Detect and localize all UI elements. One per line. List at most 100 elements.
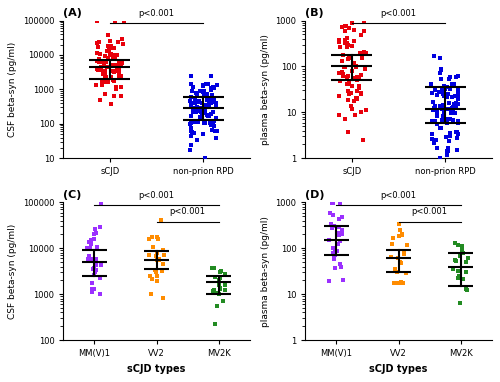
Point bbox=[189, 84, 197, 90]
Point bbox=[340, 64, 348, 70]
Point bbox=[110, 45, 118, 51]
Point bbox=[86, 241, 94, 247]
Point bbox=[86, 237, 94, 243]
Point bbox=[454, 118, 462, 125]
Point bbox=[438, 106, 446, 112]
Point bbox=[334, 241, 342, 247]
Point bbox=[190, 100, 198, 106]
Point bbox=[205, 103, 213, 109]
Point bbox=[108, 77, 116, 83]
Point bbox=[98, 82, 106, 88]
Point bbox=[325, 278, 333, 284]
Point bbox=[152, 269, 160, 275]
Point bbox=[107, 101, 115, 107]
Point bbox=[336, 238, 344, 244]
Text: (A): (A) bbox=[64, 8, 82, 18]
Point bbox=[444, 115, 452, 121]
Point bbox=[431, 87, 439, 93]
Point bbox=[108, 68, 116, 74]
Point bbox=[462, 286, 470, 293]
Point bbox=[443, 94, 451, 100]
Point bbox=[159, 261, 167, 267]
Point bbox=[331, 265, 339, 271]
Point bbox=[458, 243, 466, 249]
Point bbox=[444, 152, 452, 159]
Point bbox=[89, 256, 97, 262]
Point bbox=[442, 120, 450, 126]
Point bbox=[440, 113, 448, 119]
Point bbox=[439, 113, 447, 119]
Point bbox=[434, 92, 442, 98]
Point bbox=[102, 79, 110, 85]
Point bbox=[440, 92, 448, 98]
Point bbox=[198, 100, 205, 106]
Point bbox=[430, 53, 438, 59]
Point bbox=[194, 108, 202, 114]
Text: p<0.001: p<0.001 bbox=[380, 9, 416, 18]
Point bbox=[207, 122, 215, 128]
Point bbox=[347, 90, 355, 96]
Point bbox=[335, 70, 343, 76]
Point bbox=[450, 117, 458, 123]
Point bbox=[444, 100, 452, 106]
Point bbox=[448, 105, 456, 111]
Point bbox=[328, 199, 336, 206]
Point bbox=[356, 49, 364, 55]
Point bbox=[216, 277, 224, 283]
Point bbox=[118, 36, 126, 42]
Point bbox=[211, 128, 219, 134]
Point bbox=[154, 257, 162, 263]
Point bbox=[216, 285, 224, 291]
Point bbox=[334, 224, 342, 230]
Point bbox=[347, 103, 355, 109]
Point bbox=[433, 110, 441, 116]
Point bbox=[212, 104, 220, 110]
Point bbox=[193, 99, 201, 105]
Point bbox=[199, 82, 207, 88]
Point bbox=[361, 66, 369, 72]
Point bbox=[111, 56, 119, 62]
Point bbox=[156, 256, 164, 262]
Point bbox=[204, 81, 212, 87]
Point bbox=[96, 97, 104, 103]
Point bbox=[207, 84, 215, 91]
Point bbox=[92, 267, 100, 273]
Point bbox=[90, 231, 98, 238]
Point bbox=[111, 19, 119, 25]
Point bbox=[92, 50, 100, 57]
Point bbox=[335, 216, 343, 222]
Point bbox=[210, 118, 218, 125]
Point bbox=[362, 107, 370, 113]
Point bbox=[101, 68, 109, 74]
Point bbox=[336, 199, 344, 206]
Point bbox=[464, 254, 472, 261]
Point bbox=[190, 119, 198, 125]
Point bbox=[109, 52, 117, 58]
Point bbox=[342, 74, 350, 80]
Point bbox=[85, 239, 93, 245]
Point bbox=[104, 55, 112, 62]
Text: p<0.001: p<0.001 bbox=[412, 207, 448, 216]
Point bbox=[444, 84, 452, 91]
Point bbox=[348, 83, 356, 89]
Point bbox=[388, 241, 396, 247]
Point bbox=[189, 108, 197, 115]
Point bbox=[210, 264, 218, 270]
Point bbox=[96, 50, 104, 57]
Point bbox=[146, 236, 154, 243]
Point bbox=[396, 227, 404, 233]
Point bbox=[98, 59, 106, 65]
Point bbox=[432, 113, 440, 119]
Point bbox=[199, 83, 207, 89]
Point bbox=[193, 104, 201, 110]
Y-axis label: plasma beta-syn (pg/ml): plasma beta-syn (pg/ml) bbox=[261, 216, 270, 327]
Point bbox=[98, 78, 106, 84]
Point bbox=[104, 32, 112, 38]
Point bbox=[395, 233, 403, 240]
Point bbox=[97, 262, 105, 268]
Point bbox=[448, 108, 456, 114]
Point bbox=[428, 136, 436, 142]
Point bbox=[456, 300, 464, 306]
Y-axis label: CSF beta-syn (pg/ml): CSF beta-syn (pg/ml) bbox=[8, 42, 18, 137]
Point bbox=[102, 74, 110, 80]
